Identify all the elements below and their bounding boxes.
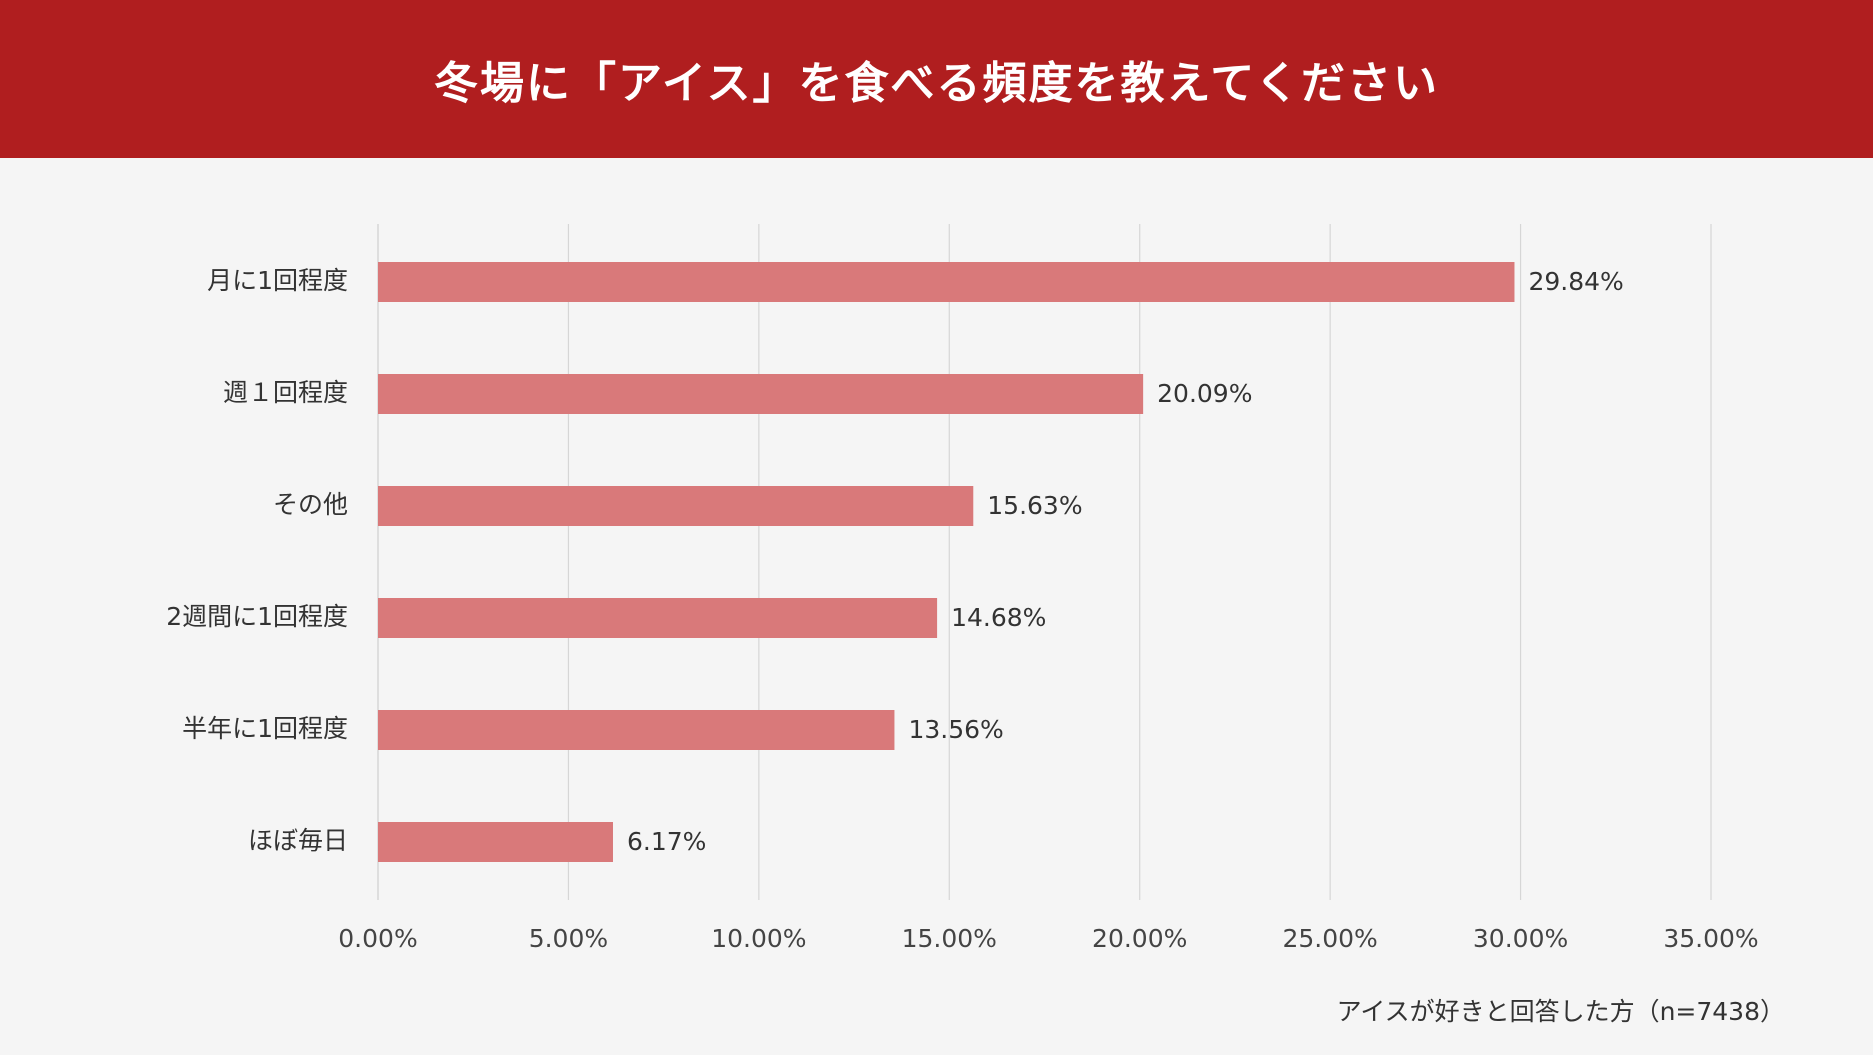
bar xyxy=(378,822,613,862)
bar xyxy=(378,374,1144,414)
category-label: ほぼ毎日 xyxy=(248,826,348,855)
value-label: 13.56% xyxy=(908,715,1003,744)
x-tick-label: 10.00% xyxy=(711,924,806,953)
category-label: 週１回程度 xyxy=(223,378,348,407)
x-tick-label: 0.00% xyxy=(338,924,417,953)
category-label: その他 xyxy=(273,490,348,519)
value-label: 6.17% xyxy=(627,827,706,856)
value-label: 14.68% xyxy=(951,603,1046,632)
value-label: 15.63% xyxy=(987,491,1082,520)
bar xyxy=(378,710,895,750)
x-tick-label: 30.00% xyxy=(1473,924,1568,953)
x-tick-label: 20.00% xyxy=(1092,924,1187,953)
category-label: 月に1回程度 xyxy=(207,266,348,295)
bar xyxy=(378,486,974,526)
x-tick-label: 5.00% xyxy=(529,924,608,953)
header-banner: 冬場に「アイス」を食べる頻度を教えてください xyxy=(0,0,1873,158)
category-label: 半年に1回程度 xyxy=(182,714,348,743)
value-label: 29.84% xyxy=(1528,267,1623,296)
sample-note: アイスが好きと回答した方（n=7438） xyxy=(1336,997,1785,1026)
bar xyxy=(378,598,938,638)
bar xyxy=(378,262,1515,302)
x-tick-label: 25.00% xyxy=(1282,924,1377,953)
value-label: 20.09% xyxy=(1157,379,1252,408)
category-label: 2週間に1回程度 xyxy=(166,602,348,631)
chart-title: 冬場に「アイス」を食べる頻度を教えてください xyxy=(434,58,1439,109)
x-tick-label: 15.00% xyxy=(902,924,997,953)
x-tick-label: 35.00% xyxy=(1663,924,1758,953)
